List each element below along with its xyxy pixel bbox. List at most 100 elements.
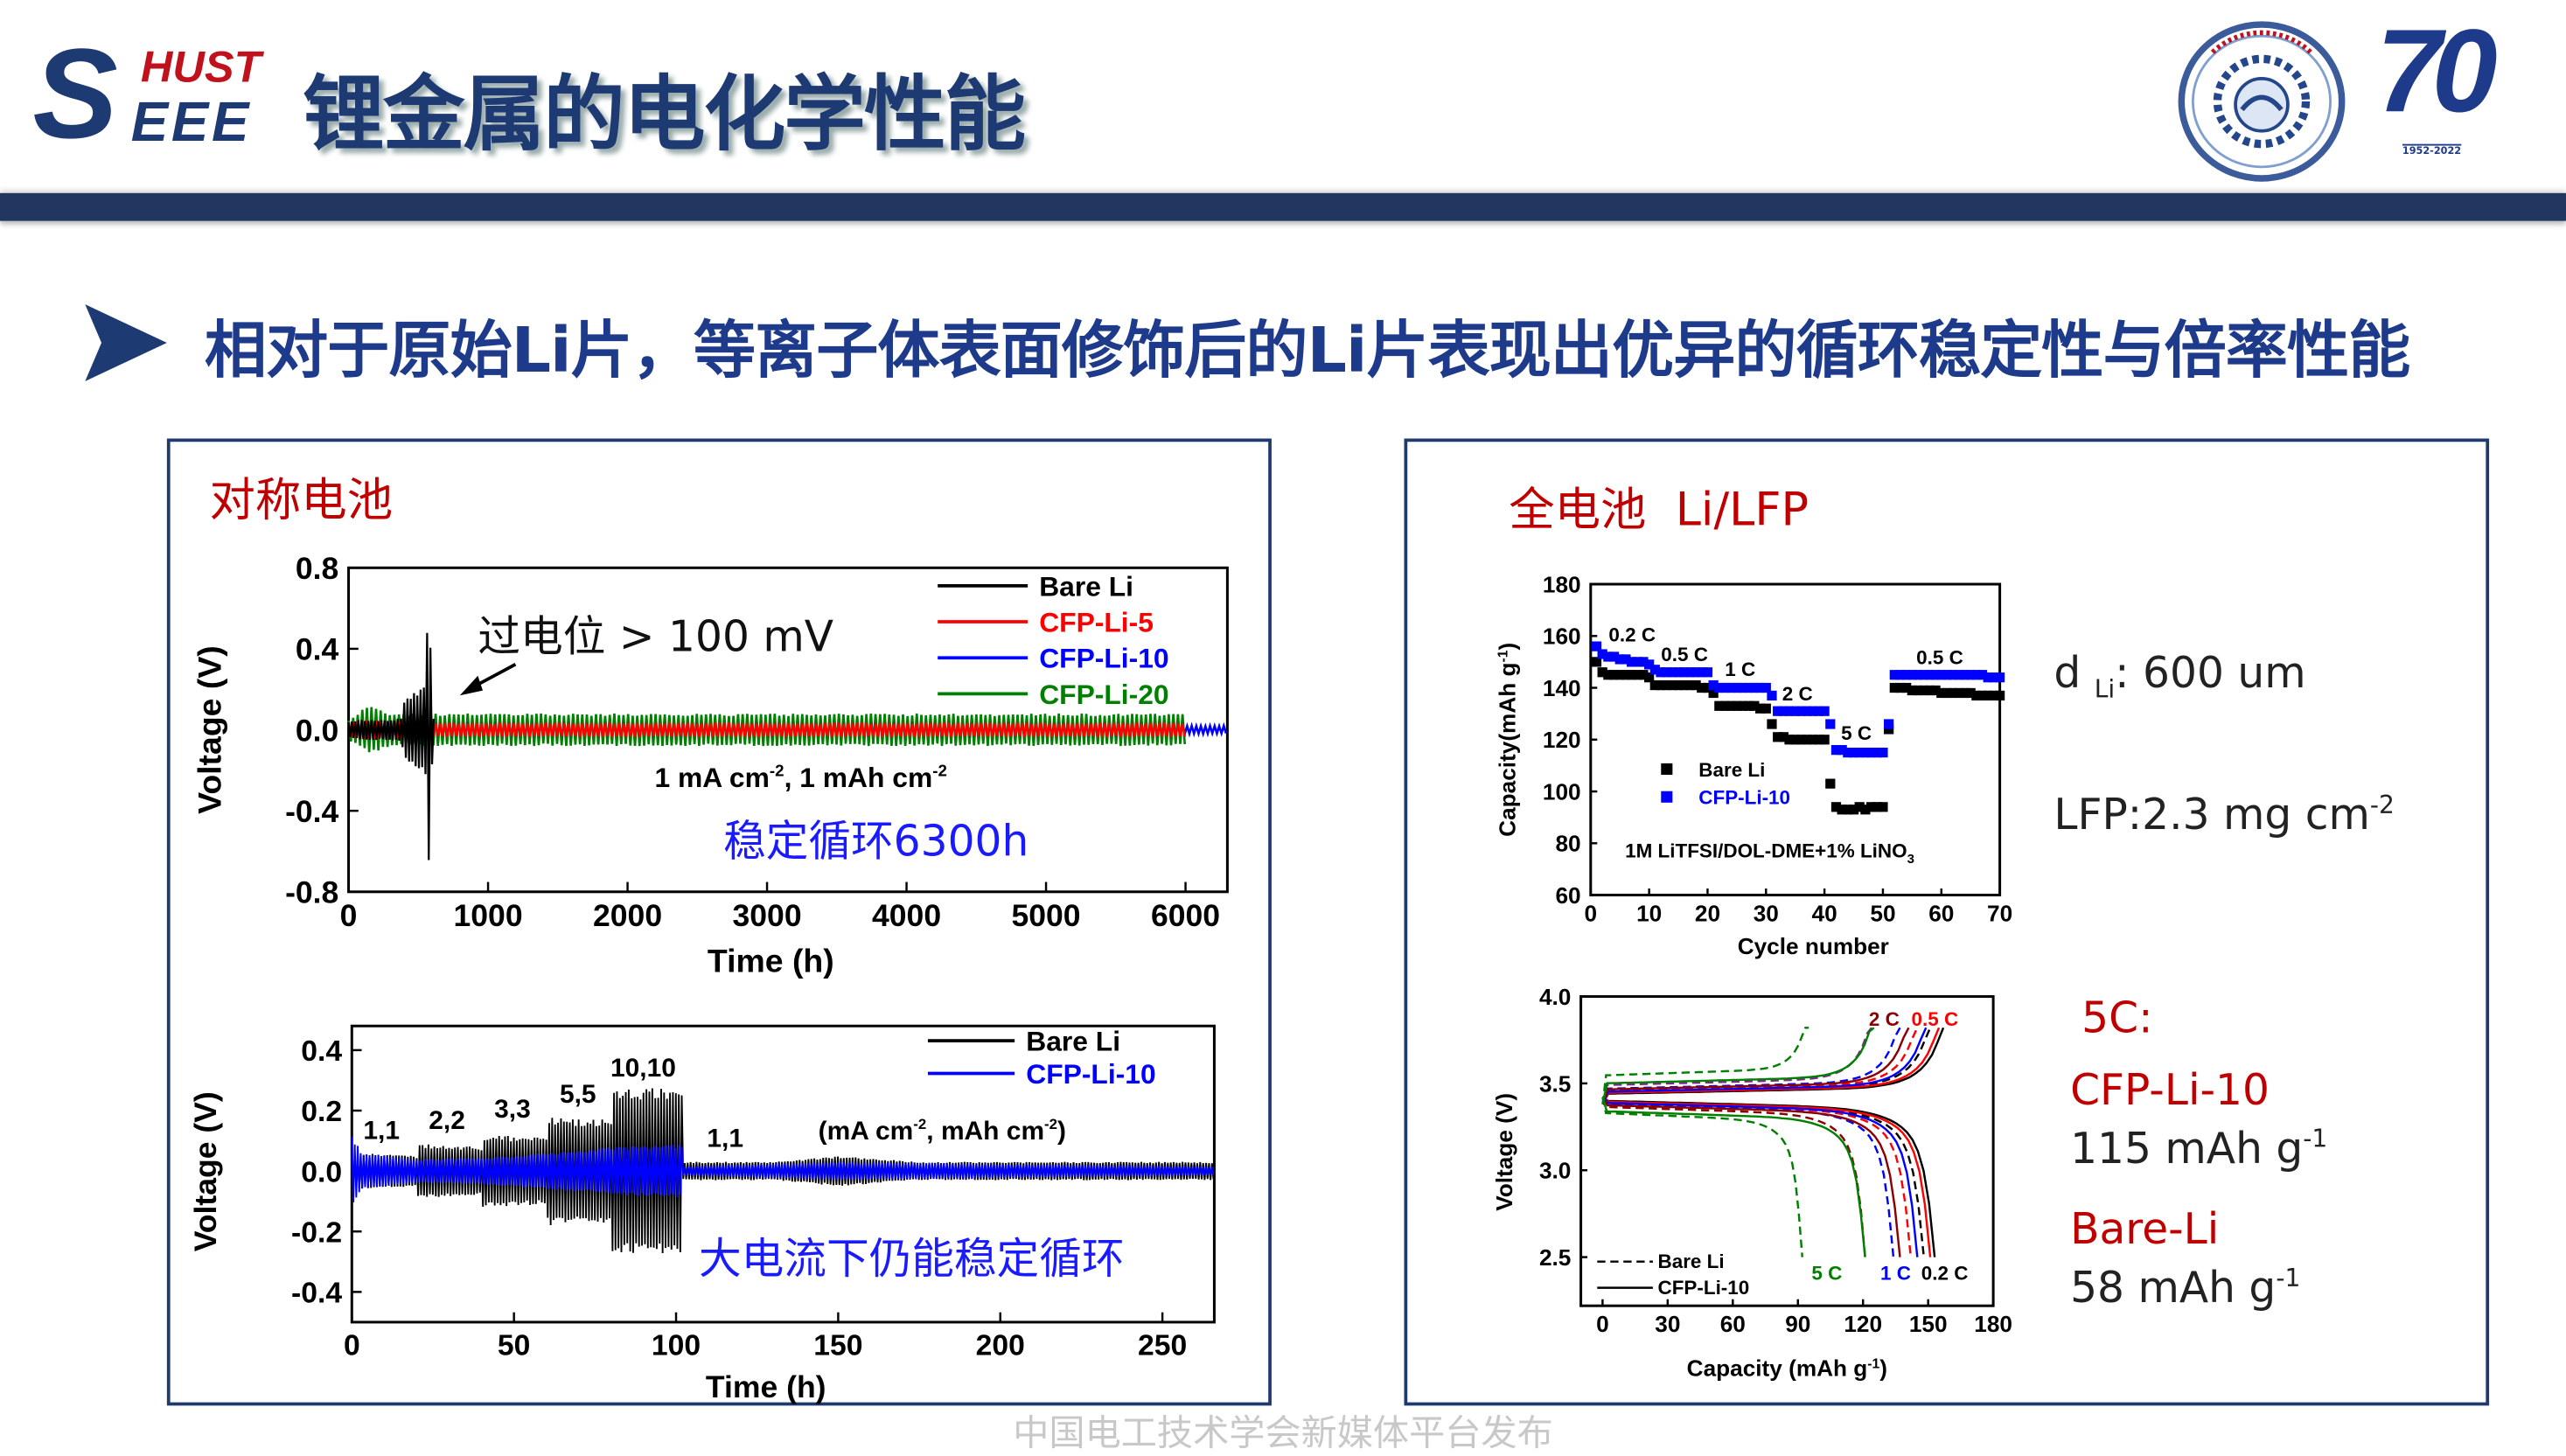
- x-tick-label: 150: [813, 1329, 862, 1362]
- y-tick-label: 3.5: [1539, 1070, 1571, 1097]
- x-tick-label: 150: [1909, 1311, 1948, 1337]
- x-tick-label: 250: [1138, 1329, 1187, 1362]
- bare-li-curve: [1602, 1097, 1802, 1257]
- axis-label-part: ): [1495, 643, 1521, 651]
- x-tick-label: 4000: [872, 898, 941, 933]
- units-part: (mA cm: [819, 1118, 914, 1146]
- legend-label: Bare Li: [1658, 1250, 1725, 1272]
- x-tick-label: 50: [1870, 900, 1895, 926]
- x-tick-label: 30: [1754, 900, 1779, 926]
- x-tick-label: 6000: [1151, 898, 1220, 933]
- data-point: [1761, 704, 1771, 714]
- y-tick-label: 4.0: [1539, 984, 1571, 1010]
- x-tick-label: 50: [498, 1329, 530, 1362]
- watermark: 中国电工技术学会新媒体平台发布: [0, 1404, 2566, 1456]
- y-axis-label: Capacity(mAh g-1): [1495, 643, 1521, 837]
- note-part: d: [2053, 650, 2094, 699]
- note-sub: Li: [2095, 674, 2115, 704]
- test-condition-label: 1 mA cm-2, 1 mAh cm-2: [654, 763, 946, 795]
- data-point: [1878, 802, 1887, 812]
- data-point: [1995, 691, 2005, 700]
- note-sup: -1: [2276, 1264, 2300, 1293]
- legend-label: Bare Li: [1039, 570, 1133, 602]
- data-point: [1825, 719, 1835, 728]
- x-tick-label: 90: [1785, 1311, 1810, 1337]
- y-tick-label: 180: [1543, 571, 1581, 597]
- y-tick-label: 100: [1543, 778, 1581, 805]
- data-point: [1767, 691, 1776, 700]
- legend-label: CFP-Li-10: [1026, 1058, 1155, 1090]
- y-tick-label: 80: [1555, 831, 1580, 857]
- lfp-loading-note: LFP:2.3 mg cm-2: [2053, 791, 2395, 840]
- rate-label: 10,10: [610, 1055, 676, 1085]
- units-sup: -2: [913, 1116, 926, 1132]
- legend-label: CFP-Li-20: [1039, 679, 1168, 710]
- c-rate-label: 0.2 C: [1608, 624, 1656, 646]
- plot-frame: [1581, 997, 1994, 1306]
- y-tick-label: -0.4: [291, 1277, 342, 1309]
- units-sup: -2: [1044, 1116, 1057, 1132]
- x-tick-label: 60: [1720, 1311, 1746, 1337]
- condition-sup: -2: [770, 763, 784, 782]
- note-sup: -2: [2370, 791, 2395, 820]
- note-part: 58 mAh g: [2070, 1264, 2276, 1313]
- chart-4-axes: 0 30 60 90 120 150 1804.03.53.02.5Voltage (V)C…: [1491, 984, 2012, 1382]
- li-thickness-note: d Li: 600 um: [2053, 650, 2305, 704]
- arrow-head-icon: [460, 676, 483, 695]
- curve-label-0.2c: 0.2 C: [1921, 1262, 1969, 1285]
- y-tick-label: 160: [1543, 624, 1581, 650]
- high-current-stable-label: 大电流下仍能稳定循环: [699, 1226, 1125, 1286]
- curve-label-2c: 2 C: [1869, 1008, 1900, 1031]
- x-tick-label: 100: [652, 1329, 701, 1362]
- bare-name: Bare-Li: [2070, 1206, 2219, 1255]
- rate-units-label: (mA cm-2, mAh cm-2): [819, 1116, 1066, 1147]
- bare-capacity-value: 58 mAh g-1: [2070, 1264, 2300, 1313]
- cfp-li-10-curve: [1602, 1097, 1917, 1257]
- x-tick-label: 0: [344, 1329, 360, 1362]
- x-tick-label: 40: [1812, 900, 1837, 926]
- c-rate-label: 1 C: [1725, 658, 1755, 680]
- axis-label-sup: -1: [1867, 1356, 1879, 1371]
- c-rate-label: 0.5 C: [1916, 646, 1963, 669]
- condition-part: 1 mA cm: [654, 763, 769, 794]
- y-tick-label: 60: [1555, 882, 1580, 909]
- data-point: [1820, 707, 1830, 716]
- y-tick-label: 0.4: [301, 1035, 342, 1068]
- axis-label-part: Capacity (mAh g: [1687, 1355, 1868, 1382]
- legend-label: Bare Li: [1698, 759, 1765, 781]
- y-tick-label: 0.0: [296, 713, 338, 748]
- legend-label: Bare Li: [1026, 1026, 1120, 1057]
- x-tick-label: 5000: [1012, 898, 1081, 933]
- rate-label: 2,2: [429, 1108, 465, 1138]
- condition-part: , 1 mAh cm: [784, 763, 933, 794]
- legend-marker: [1661, 791, 1672, 803]
- data-point: [1703, 667, 1712, 677]
- rate-label: 1,1: [363, 1118, 400, 1147]
- x-tick-label: 180: [1974, 1311, 2012, 1337]
- y-tick-label: -0.8: [285, 875, 338, 910]
- legend-label: CFP-Li-5: [1039, 607, 1154, 638]
- overpotential-annotation: 过电位 > 100 mV: [478, 603, 833, 664]
- stable-cycle-label: 稳定循环6300h: [723, 808, 1028, 868]
- data-point: [1884, 719, 1893, 728]
- x-tick-label: 3000: [733, 898, 802, 933]
- c-rate-label: 5 C: [1841, 721, 1872, 744]
- x-axis-label: Time (h): [706, 1369, 826, 1404]
- legend-marker: [1661, 763, 1672, 775]
- series-cfp-li-10: [352, 1137, 1213, 1202]
- x-tick-label: 0: [1596, 1311, 1609, 1337]
- condition-sup: -2: [932, 763, 947, 782]
- note-part: : 600 um: [2115, 650, 2305, 699]
- y-tick-label: -0.4: [285, 794, 338, 829]
- bare-li-curve: [1602, 1097, 1910, 1257]
- cfp-name: CFP-Li-10: [2070, 1067, 2270, 1116]
- bare-li-curve: [1602, 1097, 1865, 1257]
- legend-label: CFP-Li-10: [1039, 643, 1168, 674]
- y-tick-label: 140: [1543, 675, 1581, 701]
- y-tick-label: 0.8: [296, 551, 338, 586]
- axis-label-part: ): [1879, 1355, 1887, 1382]
- electrolyte-text: 1M LiTFSI/DOL-DME+1% LiNO: [1625, 839, 1907, 862]
- c-rate-label: 2 C: [1782, 682, 1813, 705]
- x-tick-label: 2000: [593, 898, 662, 933]
- cfp-capacity-value: 115 mAh g-1: [2070, 1125, 2327, 1174]
